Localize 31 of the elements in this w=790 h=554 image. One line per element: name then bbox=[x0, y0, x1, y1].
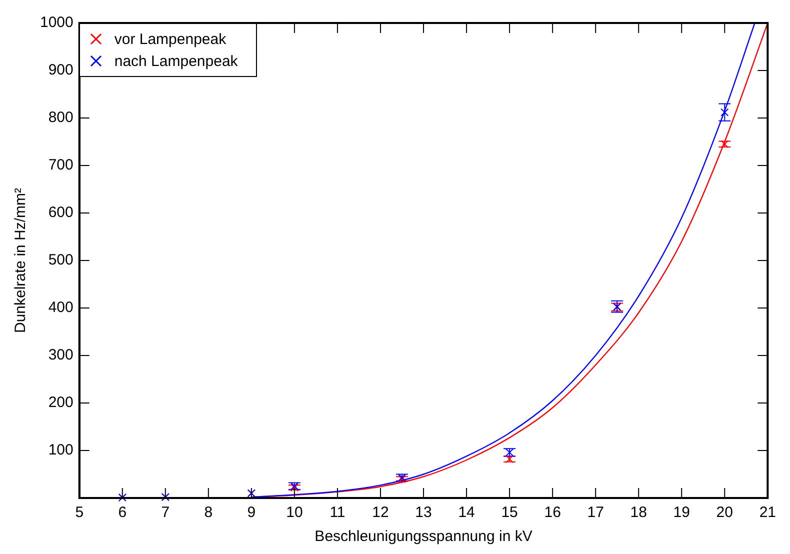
y-tick-label: 900 bbox=[48, 62, 74, 79]
y-tick-label: 300 bbox=[48, 346, 74, 364]
y-tick-label: 200 bbox=[48, 394, 74, 412]
x-tick-label: 7 bbox=[161, 504, 170, 522]
y-tick-label: 600 bbox=[48, 204, 74, 222]
y-tick-label: 100 bbox=[48, 442, 74, 459]
x-tick-label: 15 bbox=[501, 504, 518, 522]
x-tick-label: 18 bbox=[630, 504, 647, 522]
x-tick-label: 19 bbox=[673, 504, 690, 522]
x-tick-label: 5 bbox=[75, 504, 84, 522]
x-tick-label: 11 bbox=[330, 504, 346, 522]
x-tick-label: 21 bbox=[759, 504, 776, 522]
y-tick-label: 800 bbox=[48, 109, 74, 126]
y-tick-label: 400 bbox=[48, 299, 74, 316]
x-tick-label: 16 bbox=[544, 504, 561, 522]
legend-label: vor Lampenpeak bbox=[114, 30, 226, 48]
x-tick-label: 10 bbox=[286, 504, 303, 522]
x-tick-label: 6 bbox=[118, 504, 127, 522]
x-tick-label: 17 bbox=[587, 504, 604, 522]
y-tick-label: 700 bbox=[48, 156, 74, 174]
x-tick-label: 13 bbox=[415, 504, 432, 522]
x-tick-label: 12 bbox=[372, 504, 389, 522]
y-tick-label: 500 bbox=[48, 252, 74, 269]
x-tick-label: 8 bbox=[204, 504, 213, 522]
y-axis-title: Dunkelrate in Hz/mm² bbox=[12, 188, 30, 334]
x-axis-title: Beschleunigungsspannung in kV bbox=[314, 528, 532, 546]
x-tick-label: 20 bbox=[716, 504, 733, 522]
legend-label: nach Lampenpeak bbox=[114, 52, 238, 70]
x-tick-label: 14 bbox=[458, 504, 475, 522]
x-tick-label: 9 bbox=[247, 504, 256, 522]
y-tick-label: 1000 bbox=[40, 14, 74, 32]
